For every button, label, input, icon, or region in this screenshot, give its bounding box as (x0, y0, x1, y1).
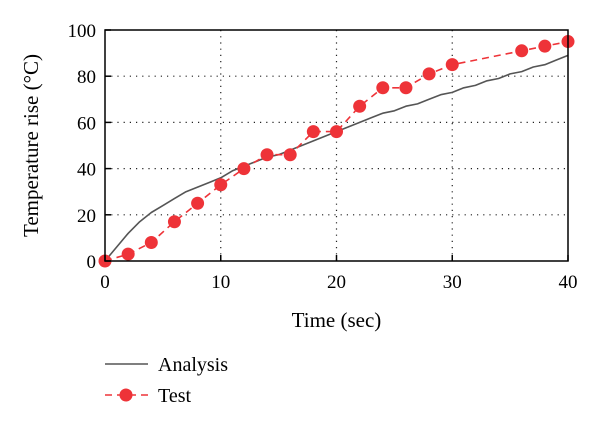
x-axis-title: Time (sec) (292, 308, 382, 332)
series-test-point (214, 178, 228, 192)
legend: Analysis Test (105, 354, 228, 407)
y-tick-label-60: 60 (77, 113, 96, 134)
y-tick-label-80: 80 (77, 67, 96, 88)
x-tick-label-20: 20 (327, 272, 346, 293)
series-test-point (237, 162, 251, 176)
series-test-point (538, 39, 552, 53)
series-test-point (422, 67, 436, 81)
series-test-point (260, 148, 274, 162)
legend-label-analysis: Analysis (158, 354, 228, 376)
y-axis-title: Temperature rise (°C) (19, 54, 43, 237)
y-tick-label-40: 40 (77, 160, 96, 181)
x-tick-label-30: 30 (443, 272, 462, 293)
series-test-point (445, 58, 459, 72)
grid (105, 30, 568, 261)
series-test-point (330, 125, 343, 139)
series-test-point (283, 148, 297, 162)
legend-label-test: Test (158, 385, 191, 407)
legend-marker-test (119, 388, 133, 402)
series-test-point (353, 99, 367, 113)
y-tick-label-20: 20 (77, 206, 96, 227)
series-test-point (121, 247, 135, 261)
x-tick-label-0: 0 (100, 272, 110, 293)
y-tick-label-100: 100 (68, 21, 97, 42)
ticks: 0 10 20 30 40 0 20 40 60 80 100 (68, 21, 578, 293)
series-test-point (144, 236, 158, 250)
series-test-point (167, 215, 181, 229)
x-tick-label-10: 10 (211, 272, 230, 293)
series-test-point (191, 196, 205, 210)
series-test-point (399, 81, 413, 95)
series-test-point (306, 125, 320, 139)
series-test-point (515, 44, 529, 58)
series-layer (98, 35, 575, 268)
x-tick-label-40: 40 (559, 272, 578, 293)
series-test-point (376, 81, 390, 95)
y-tick-label-0: 0 (87, 252, 97, 273)
